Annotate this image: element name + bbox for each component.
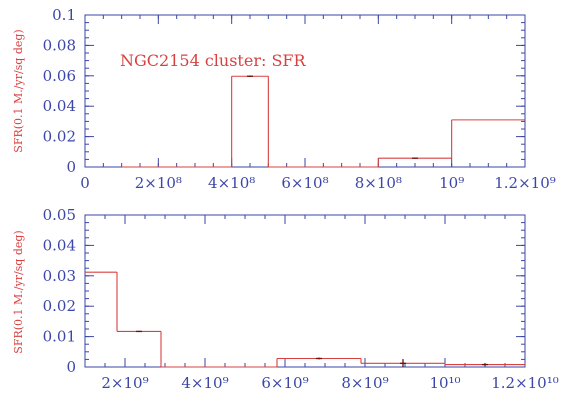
bottom-ylabel: SFR(0.1 M./yr/sq deg) [12, 230, 25, 353]
top-plot-frame [84, 14, 526, 168]
bottom-y-tick-label: 0.05 [43, 206, 76, 224]
top-x-tick-label: 4×10⁸ [208, 174, 255, 192]
bottom-x-tick-label: 10¹⁰ [429, 374, 460, 392]
top-x-tick-label: 1.2×10⁹ [494, 174, 556, 192]
top-x-tick-label: 8×10⁸ [355, 174, 402, 192]
top-x-tick-label: 0 [80, 174, 90, 192]
bottom-y-tick-label: 0.02 [43, 297, 76, 315]
top-x-tick-label: 10⁹ [439, 174, 464, 192]
top-y-tick-label: 0 [66, 158, 76, 176]
top-x-tick-label: 6×10⁸ [281, 174, 328, 192]
top-x-tick-label: 2×10⁸ [135, 174, 182, 192]
bottom-y-tick-label: 0.04 [43, 236, 76, 254]
bottom-histogram-bin [116, 272, 161, 332]
top-y-tick-label: 0.1 [52, 6, 76, 24]
top-histogram-bin [267, 76, 379, 168]
bottom-x-tick-label: 4×10⁹ [181, 374, 228, 392]
bottom-x-tick-label: 2×10⁹ [101, 374, 148, 392]
top-histogram-bin [451, 119, 525, 159]
bottom-y-tick-label: 0.03 [43, 267, 76, 285]
bottom-histogram-bin [160, 331, 277, 368]
top-annotation: NGC2154 cluster: SFR [120, 51, 307, 70]
bottom-x-tick-label: 1.2×10¹⁰ [491, 374, 559, 392]
top-panel: SFR(0.1 M./yr/sq deg) NGC2154 cluster: S… [12, 6, 556, 192]
bottom-x-tick-label: 6×10⁹ [261, 374, 308, 392]
top-y-tick-label: 0.08 [43, 36, 76, 54]
top-ylabel: SFR(0.1 M./yr/sq deg) [12, 29, 25, 152]
bottom-x-tick-label: 8×10⁹ [341, 374, 388, 392]
top-y-tick-label: 0.02 [43, 128, 76, 146]
bottom-y-tick-label: 0 [66, 358, 76, 376]
top-y-tick-label: 0.04 [43, 97, 76, 115]
top-histogram-bin [231, 75, 269, 167]
bottom-y-tick-label: 0.01 [43, 328, 76, 346]
bottom-plot-frame [84, 214, 526, 368]
bottom-histogram-bin [276, 357, 361, 367]
top-y-tick-label: 0.06 [43, 67, 76, 85]
bottom-panel: SFR(0.1 M./yr/sq deg) 2×10⁹ 4×10⁹ 6×10⁹ 8×1… [12, 206, 559, 392]
